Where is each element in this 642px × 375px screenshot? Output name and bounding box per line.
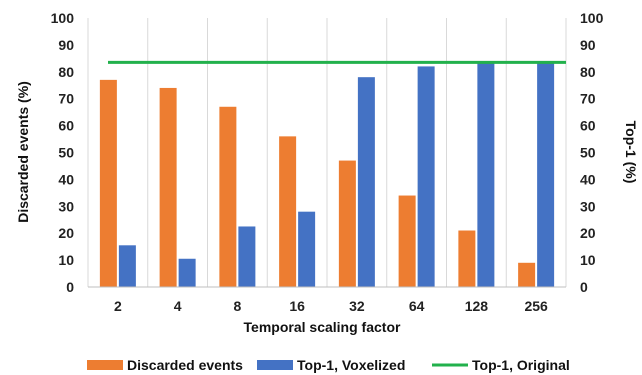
bar-discarded-events: [338, 160, 356, 287]
bar-layer: [99, 61, 555, 288]
y2-tick-label: 80: [580, 64, 596, 80]
y-tick-label: 40: [58, 171, 74, 187]
bar-discarded-events: [99, 79, 117, 288]
tick-layer: 0 10 20 30 40 50 60 70 80 90 100 0 10 20 30 40 50 60 70 80 9…: [51, 10, 604, 314]
bar-discarded-events: [398, 195, 416, 287]
bar-top-1-voxelized: [238, 226, 256, 287]
legend-label-top1-voxelized: Top-1, Voxelized: [297, 357, 405, 373]
y-tick-label: 100: [51, 10, 75, 26]
y2-tick-label: 40: [580, 171, 596, 187]
bar-top-1-voxelized: [357, 77, 375, 288]
y-tick-label: 50: [58, 145, 74, 161]
x-tick-label: 2: [114, 298, 122, 314]
bar-discarded-events: [279, 136, 297, 287]
bar-discarded-events: [518, 262, 536, 287]
bar-top-1-voxelized: [118, 245, 136, 287]
bar-discarded-events: [219, 106, 237, 288]
legend-label-discarded-events: Discarded events: [127, 357, 243, 373]
legend: Discarded events Top-1, Voxelized Top-1,…: [87, 357, 570, 373]
bar-top-1-voxelized: [417, 66, 435, 287]
legend-swatch-top1-voxelized: [257, 360, 293, 370]
y2-tick-label: 20: [580, 225, 596, 241]
y2-tick-label: 90: [580, 37, 596, 53]
y-axis-title: Discarded events (%): [15, 81, 31, 223]
y-tick-label: 90: [58, 37, 74, 53]
y-tick-label: 60: [58, 118, 74, 134]
x-tick-label: 256: [524, 298, 548, 314]
y-tick-label: 30: [58, 198, 74, 214]
x-tick-label: 32: [349, 298, 365, 314]
y2-tick-label: 100: [580, 10, 604, 26]
y-tick-label: 80: [58, 64, 74, 80]
y2-tick-label: 30: [580, 198, 596, 214]
legend-label-top1-original: Top-1, Original: [472, 357, 570, 373]
y2-tick-label: 60: [580, 118, 596, 134]
x-axis-title: Temporal scaling factor: [244, 319, 401, 335]
y2-tick-label: 0: [580, 279, 588, 295]
y-tick-label: 0: [66, 279, 74, 295]
bar-discarded-events: [458, 230, 476, 287]
y-tick-label: 20: [58, 225, 74, 241]
y-tick-label: 70: [58, 91, 74, 107]
x-tick-label: 128: [465, 298, 489, 314]
y2-tick-label: 70: [580, 91, 596, 107]
y2-axis-title: Top-1 (%): [623, 121, 639, 184]
bar-top-1-voxelized: [178, 258, 196, 287]
x-tick-label: 4: [174, 298, 182, 314]
y2-tick-label: 10: [580, 252, 596, 268]
y-tick-label: 10: [58, 252, 74, 268]
legend-swatch-discarded-events: [87, 360, 123, 370]
bar-top-1-voxelized: [537, 61, 555, 287]
y2-tick-label: 50: [580, 145, 596, 161]
bar-discarded-events: [159, 87, 177, 287]
bar-top-1-voxelized: [298, 211, 316, 287]
x-tick-label: 64: [409, 298, 425, 314]
x-tick-label: 16: [289, 298, 305, 314]
bar-top-1-voxelized: [477, 61, 495, 287]
x-tick-label: 8: [233, 298, 241, 314]
